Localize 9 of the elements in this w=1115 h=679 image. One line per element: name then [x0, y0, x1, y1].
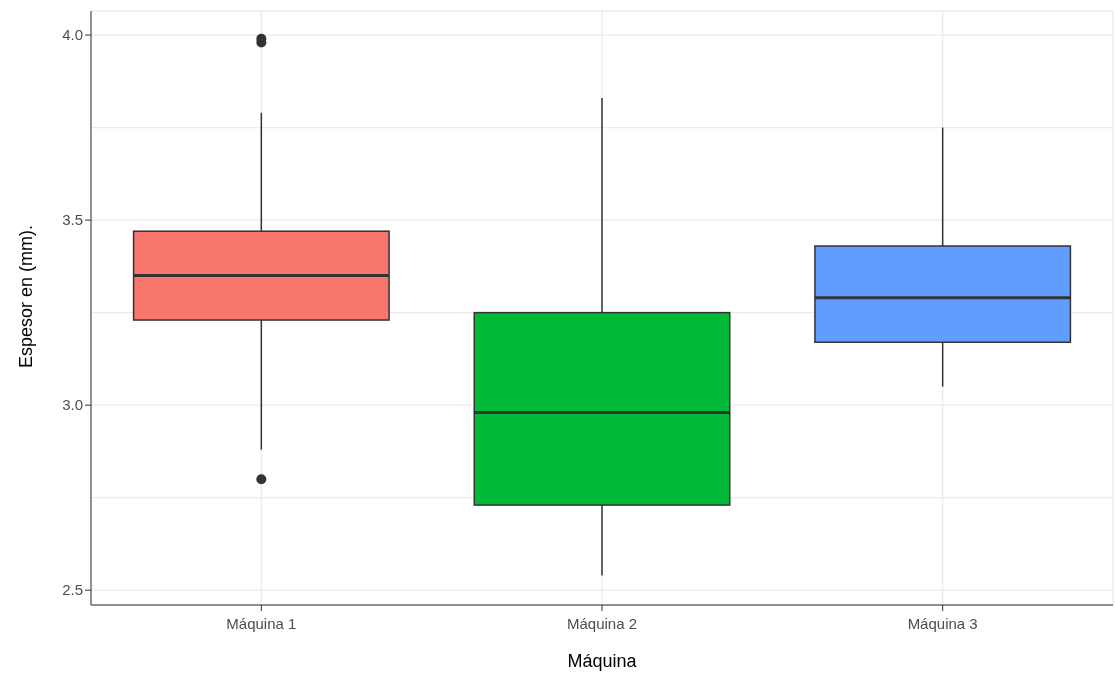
x-tick-label: Máquina 2: [566, 615, 638, 632]
y-tick-label: 3.5: [62, 211, 83, 229]
y-tick-label: 2.5: [62, 581, 83, 599]
y-tick-label: 3.0: [62, 396, 83, 414]
x-tick-label: Máquina 3: [907, 615, 978, 632]
y-tick-label: 4.0: [62, 26, 83, 44]
y-axis-title: Espesor en (mm).: [16, 224, 37, 368]
x-axis-title: Máquina: [567, 651, 638, 671]
x-tick-label: Máquina 1: [226, 615, 297, 632]
